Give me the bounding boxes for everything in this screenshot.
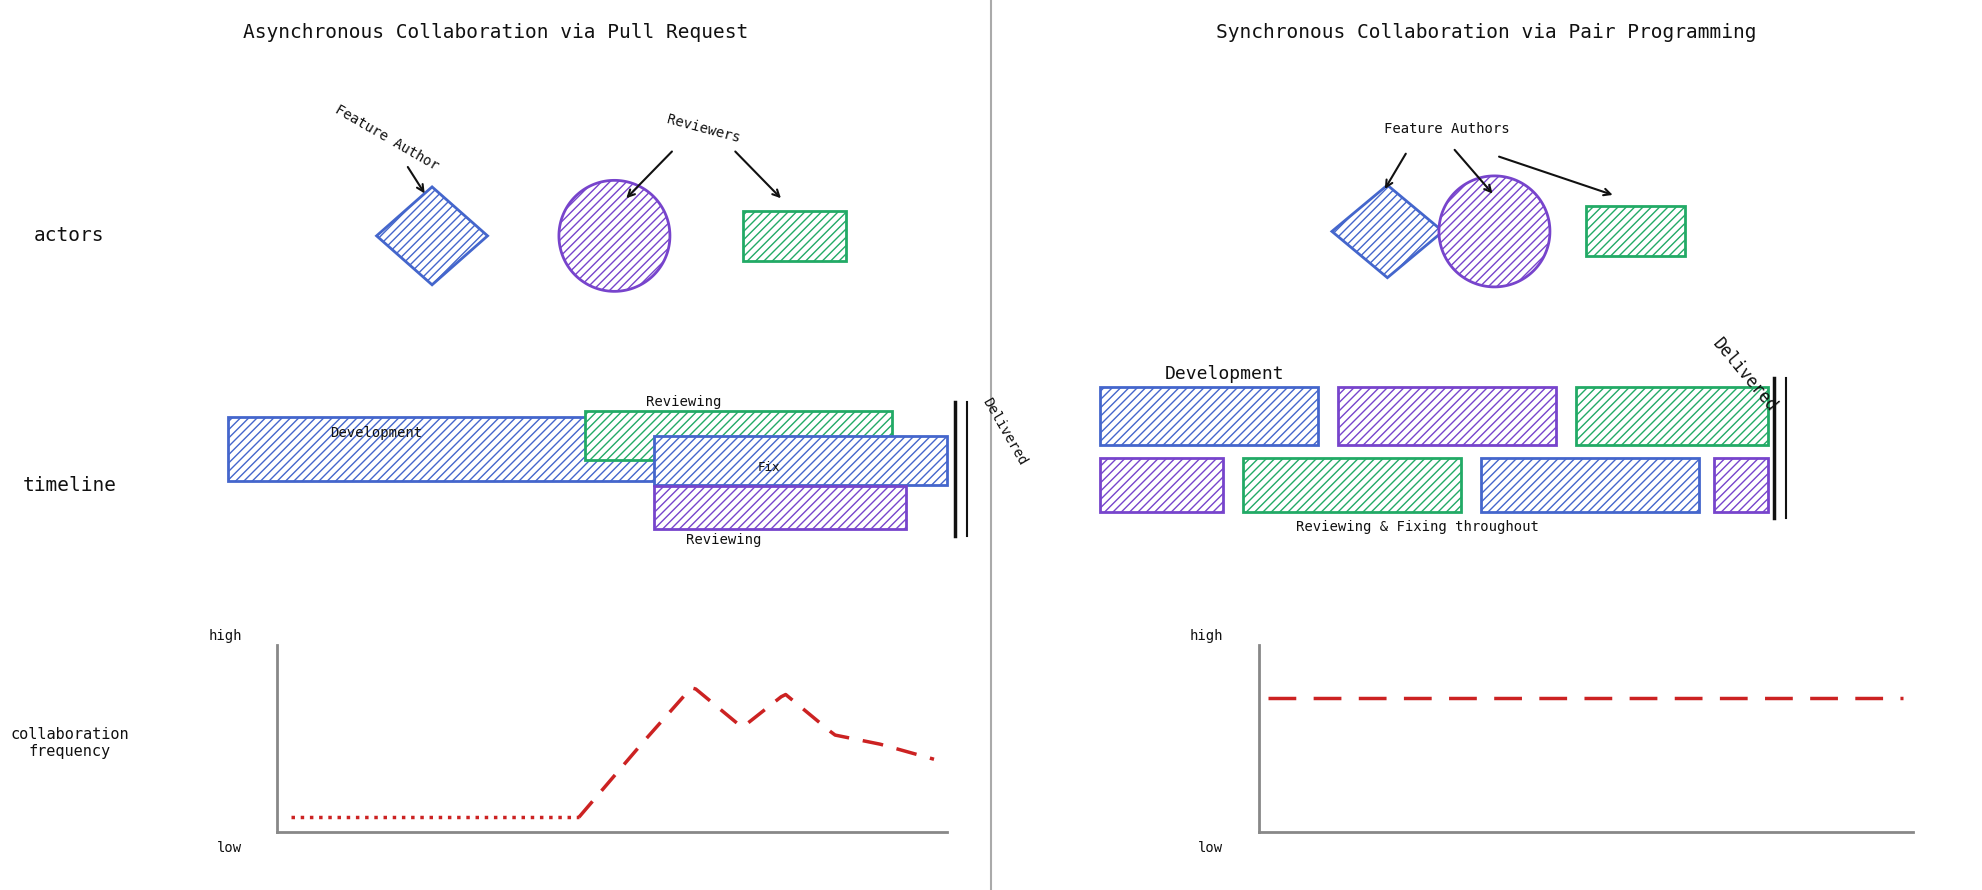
Text: Feature Authors: Feature Authors (1383, 122, 1510, 136)
Text: Asynchronous Collaboration via Pull Request: Asynchronous Collaboration via Pull Requ… (244, 23, 747, 43)
Text: collaboration
frequency: collaboration frequency (10, 727, 129, 759)
Text: high: high (208, 629, 242, 643)
FancyBboxPatch shape (654, 486, 906, 529)
Text: timeline: timeline (22, 475, 117, 495)
FancyBboxPatch shape (1100, 387, 1318, 445)
Text: Development: Development (1165, 365, 1284, 383)
Polygon shape (559, 181, 670, 291)
Text: Reviewing: Reviewing (686, 533, 761, 547)
FancyBboxPatch shape (1100, 458, 1223, 512)
Text: Fix: Fix (757, 461, 781, 473)
FancyBboxPatch shape (1481, 458, 1699, 512)
Text: Development: Development (331, 426, 422, 441)
FancyBboxPatch shape (585, 411, 892, 460)
FancyBboxPatch shape (743, 211, 846, 261)
Polygon shape (1439, 176, 1550, 287)
FancyBboxPatch shape (1586, 206, 1685, 256)
Polygon shape (377, 187, 488, 285)
FancyBboxPatch shape (1576, 387, 1768, 445)
Text: low: low (1197, 841, 1223, 855)
Text: Reviewers: Reviewers (666, 112, 741, 146)
Text: Delivered: Delivered (1708, 336, 1780, 416)
Text: high: high (1189, 629, 1223, 643)
Text: Reviewing & Fixing throughout: Reviewing & Fixing throughout (1296, 520, 1538, 534)
Text: low: low (216, 841, 242, 855)
Text: Feature Author: Feature Author (333, 102, 440, 174)
Polygon shape (1332, 185, 1443, 278)
FancyBboxPatch shape (228, 417, 674, 481)
Text: actors: actors (34, 226, 105, 246)
FancyBboxPatch shape (654, 436, 947, 485)
FancyBboxPatch shape (1243, 458, 1461, 512)
FancyBboxPatch shape (1338, 387, 1556, 445)
Text: Delivered: Delivered (979, 395, 1031, 468)
FancyBboxPatch shape (1714, 458, 1768, 512)
Text: Synchronous Collaboration via Pair Programming: Synchronous Collaboration via Pair Progr… (1217, 23, 1756, 43)
Text: Reviewing: Reviewing (646, 395, 721, 409)
